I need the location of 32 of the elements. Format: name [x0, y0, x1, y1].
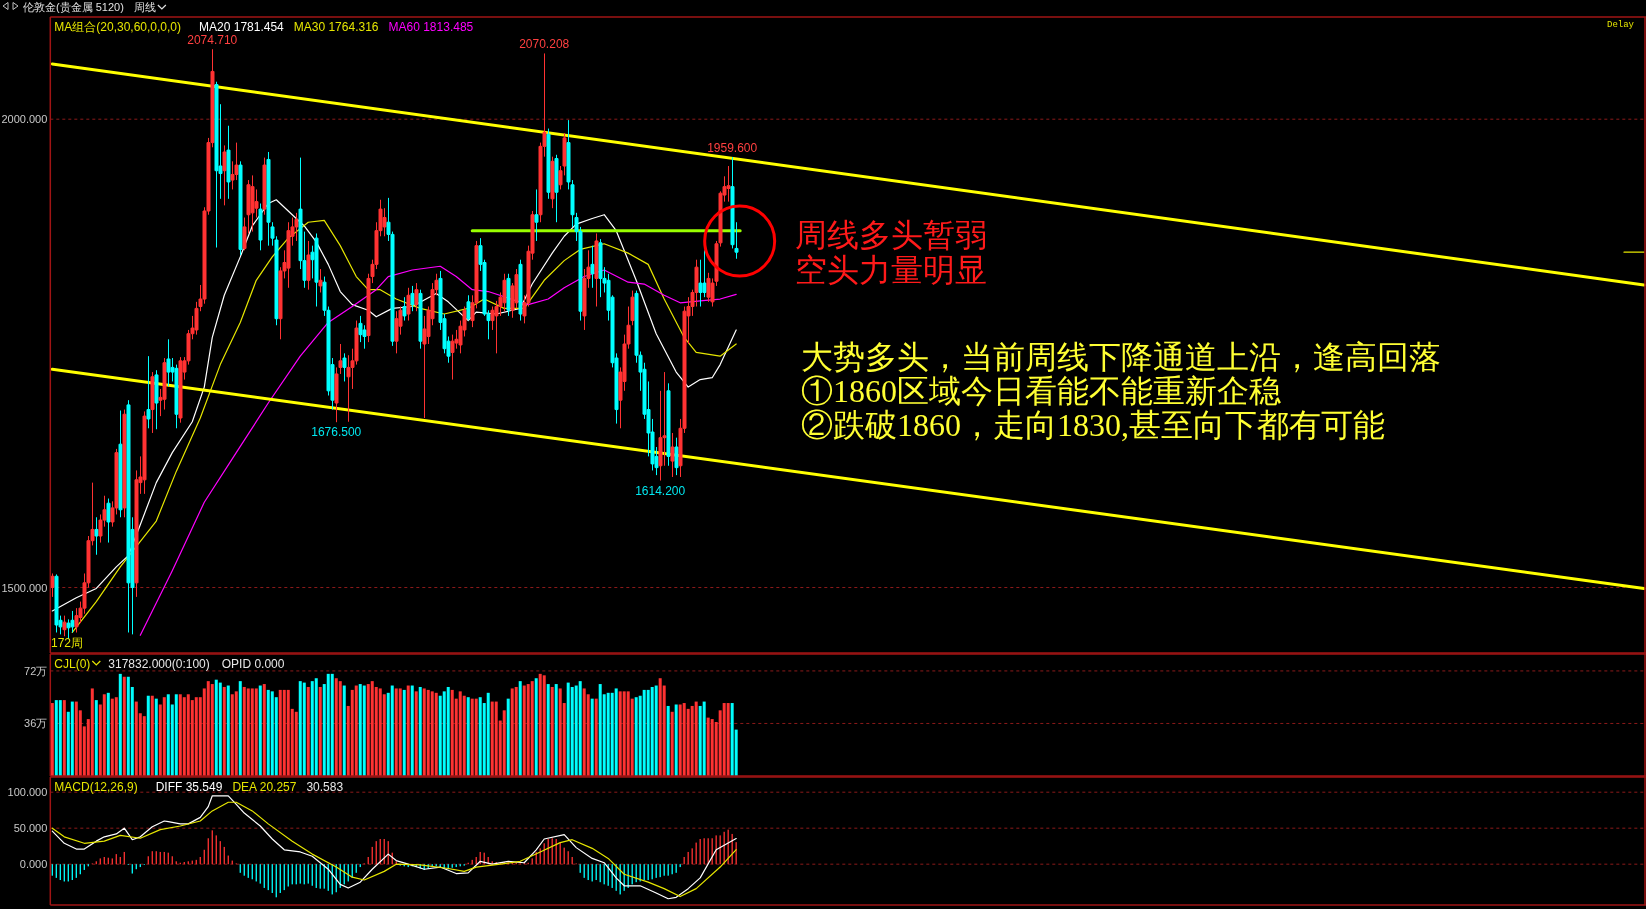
annotation: ②跌破1860，走向1830,甚至向下都有可能 [801, 407, 1385, 443]
text: 1676.500 [311, 425, 362, 440]
y-tick-label: 0.000 [19, 858, 48, 871]
text: 2070.208 [519, 37, 570, 52]
series-label: DEA 20.257 [232, 780, 297, 794]
chart-subtitle: 周线 [133, 1, 156, 13]
text: MA30 1764.316 [293, 20, 379, 34]
text: 2074.710 [187, 33, 238, 48]
chart-title: CJL(0) [54, 657, 91, 671]
legend-title: MA组合(20,30,60,0,0,0) [54, 20, 182, 34]
annotation: 30.583 [306, 780, 344, 794]
y-tick-label: 100.000 [7, 786, 48, 799]
annotation: Delay [1606, 20, 1635, 30]
annotation: 空头力量明显 [795, 252, 987, 288]
chart-title: 伦敦金(贵金属 5120) [23, 1, 124, 13]
y-tick-label: 50.000 [13, 822, 48, 835]
annotation: 317832.000(0:100) [108, 657, 210, 671]
text: MA60 1813.485 [388, 20, 474, 34]
text: MA20 1781.454 [199, 20, 285, 34]
annotation: 172周 [51, 636, 84, 650]
text: 1614.200 [635, 483, 686, 498]
annotation: OPID 0.000 [221, 657, 285, 671]
chart-title: MACD(12,26,9) [54, 780, 138, 794]
y-tick-label: 2000.000 [1, 113, 48, 126]
y-tick-label: 1500.000 [1, 581, 48, 594]
y-tick-label: 36万 [24, 717, 48, 730]
annotation: ①1860区域今日看能不能重新企稳 [801, 373, 1281, 409]
text: 1959.600 [707, 141, 758, 156]
y-tick-label: 72万 [24, 664, 48, 677]
series-label: DIFF 35.549 [155, 780, 223, 794]
annotation: 大势多头，当前周线下降通道上沿，逢高回落 [801, 339, 1441, 375]
annotation: 周线多头暂弱 [795, 217, 987, 253]
